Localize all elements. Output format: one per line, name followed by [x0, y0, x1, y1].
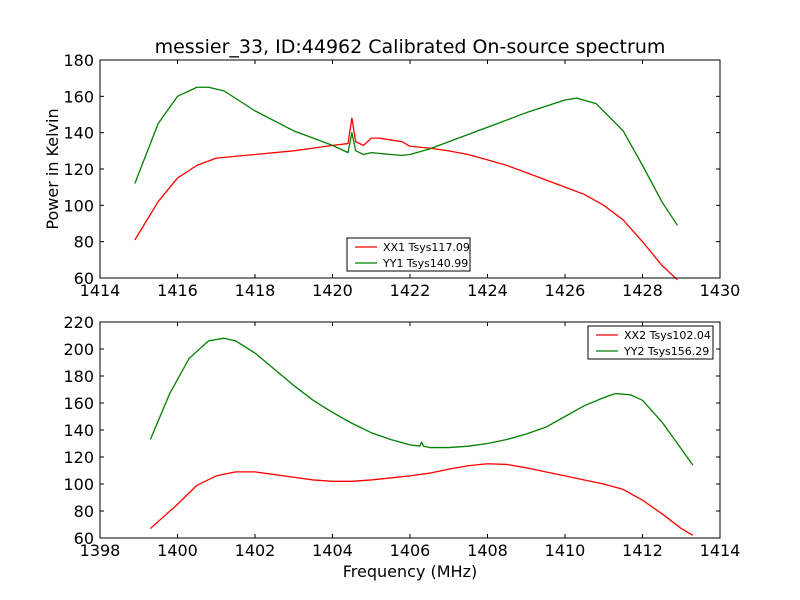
- legend-label: YY1 Tsys140.99: [382, 257, 468, 270]
- x-tick-label: 1426: [545, 281, 586, 300]
- legend-label: XX1 Tsys117.09: [383, 241, 470, 254]
- y-tick-label: 160: [63, 394, 94, 413]
- x-tick-label: 1418: [235, 281, 276, 300]
- y-tick-label: 80: [74, 233, 94, 252]
- y-axis-label: Power in Kelvin: [43, 108, 62, 229]
- series-line-1-1: [134, 117, 678, 281]
- legend: XX2 Tsys102.04 YY2 Tsys156.29: [587, 325, 714, 360]
- x-tick-label: 1412: [622, 541, 663, 560]
- series-line-2-1: [149, 463, 694, 536]
- x-tick-label: 1428: [622, 281, 663, 300]
- y-tick-label: 100: [63, 196, 94, 215]
- y-tick-label: 140: [63, 124, 94, 143]
- plots: 1414 1416 1418 1420 1422 1424 1426 1428 1430 60 80…: [63, 51, 740, 560]
- x-tick-label: 1404: [312, 541, 353, 560]
- y-tick-label: 80: [74, 502, 94, 521]
- x-tick-label: 1402: [235, 541, 276, 560]
- y-tick-label: 120: [63, 448, 94, 467]
- series-line-1-2: [134, 86, 678, 226]
- x-tick-label: 1422: [390, 281, 431, 300]
- y-tick-label: 140: [63, 421, 94, 440]
- x-tick-label: 1406: [390, 541, 431, 560]
- x-axis-label: Frequency (MHz): [343, 562, 477, 581]
- y-tick-label: 180: [63, 367, 94, 386]
- legend: XX1 Tsys117.09 YY1 Tsys140.99: [346, 237, 471, 272]
- y-tick-label: 60: [74, 269, 94, 288]
- y-tick-label: 220: [63, 313, 94, 332]
- legend-label: YY2 Tsys156.29: [623, 345, 709, 358]
- y-tick-label: 200: [63, 340, 94, 359]
- y-tick-label: 60: [74, 529, 94, 548]
- x-tick-label: 1430: [700, 281, 741, 300]
- x-tick-label: 1420: [312, 281, 353, 300]
- x-tick-label: 1408: [467, 541, 508, 560]
- x-tick-label: 1414: [80, 281, 121, 300]
- y-tick-label: 120: [63, 160, 94, 179]
- y-tick-label: 100: [63, 475, 94, 494]
- legend-label: XX2 Tsys102.04: [624, 329, 711, 342]
- series-line-2-2: [149, 337, 694, 466]
- y-tick-label: 160: [63, 87, 94, 106]
- plot-2: 1398 1400 1402 1404 1406 1408 1410 1412 1414 60 80…: [63, 313, 740, 560]
- x-tick-label: 1414: [700, 541, 741, 560]
- x-tick-label: 1400: [157, 541, 198, 560]
- legend-box: [346, 237, 471, 272]
- x-tick-label: 1398: [80, 541, 121, 560]
- chart-title: messier_33, ID:44962 Calibrated On-sourc…: [155, 36, 666, 58]
- x-tick-label: 1416: [157, 281, 198, 300]
- plot-1: 1414 1416 1418 1420 1422 1424 1426 1428 1430 60 80…: [63, 51, 740, 300]
- x-tick-label: 1410: [545, 541, 586, 560]
- x-tick-label: 1424: [467, 281, 508, 300]
- y-tick-label: 180: [63, 51, 94, 70]
- legend-box: [587, 325, 714, 360]
